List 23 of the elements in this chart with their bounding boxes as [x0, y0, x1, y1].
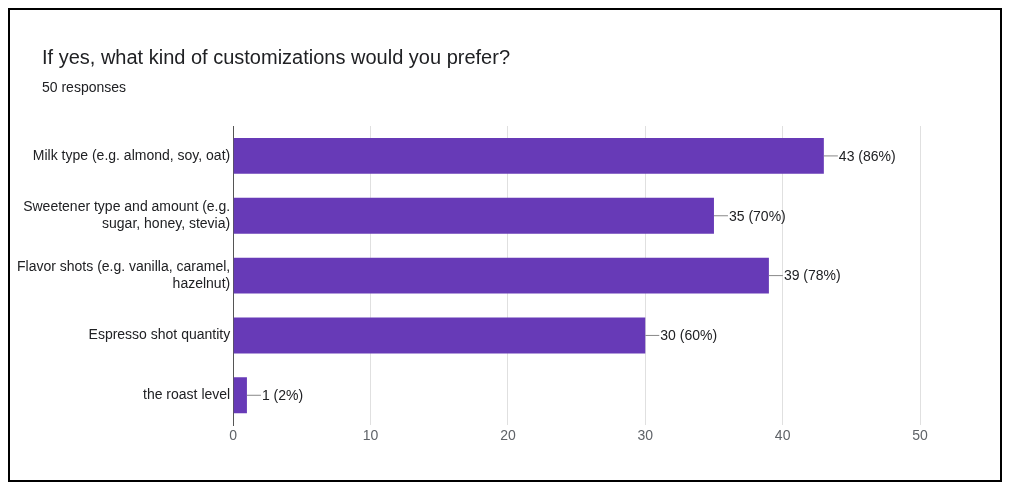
data-label: 35 (70%): [728, 207, 786, 224]
bar: [233, 257, 769, 294]
x-tick-label: 20: [500, 427, 516, 444]
chart-title: If yes, what kind of customizations would you prefer?: [42, 46, 511, 69]
data-label: 39 (78%): [783, 267, 841, 284]
text: 50 responses: [42, 79, 127, 95]
x-tick-label: 30: [637, 427, 654, 444]
data-label: 43 (86%): [838, 147, 896, 164]
bar: [233, 317, 646, 354]
y-tick-label: Espresso shot quantity: [88, 326, 231, 343]
y-tick-label: Flavor shots (e.g. vanilla, caramel, hazelnut): [16, 258, 231, 291]
bar: [233, 137, 824, 174]
data-label: 1 (2%): [261, 387, 304, 404]
y-tick-label: the roast level: [143, 386, 231, 403]
x-tick-label: 10: [362, 427, 379, 444]
x-tick-label: 50: [912, 427, 928, 444]
bar: [233, 197, 714, 234]
bar: [233, 377, 247, 414]
data-label: 30 (60%): [660, 327, 718, 344]
x-tick-label: 40: [774, 427, 791, 444]
x-tick-label: 0: [229, 427, 238, 444]
y-tick-label: Sweetener type and amount (e.g. sugar, honey, stevia): [23, 198, 231, 232]
y-tick-label: Milk type (e.g. almond, soy, oat): [32, 146, 231, 163]
